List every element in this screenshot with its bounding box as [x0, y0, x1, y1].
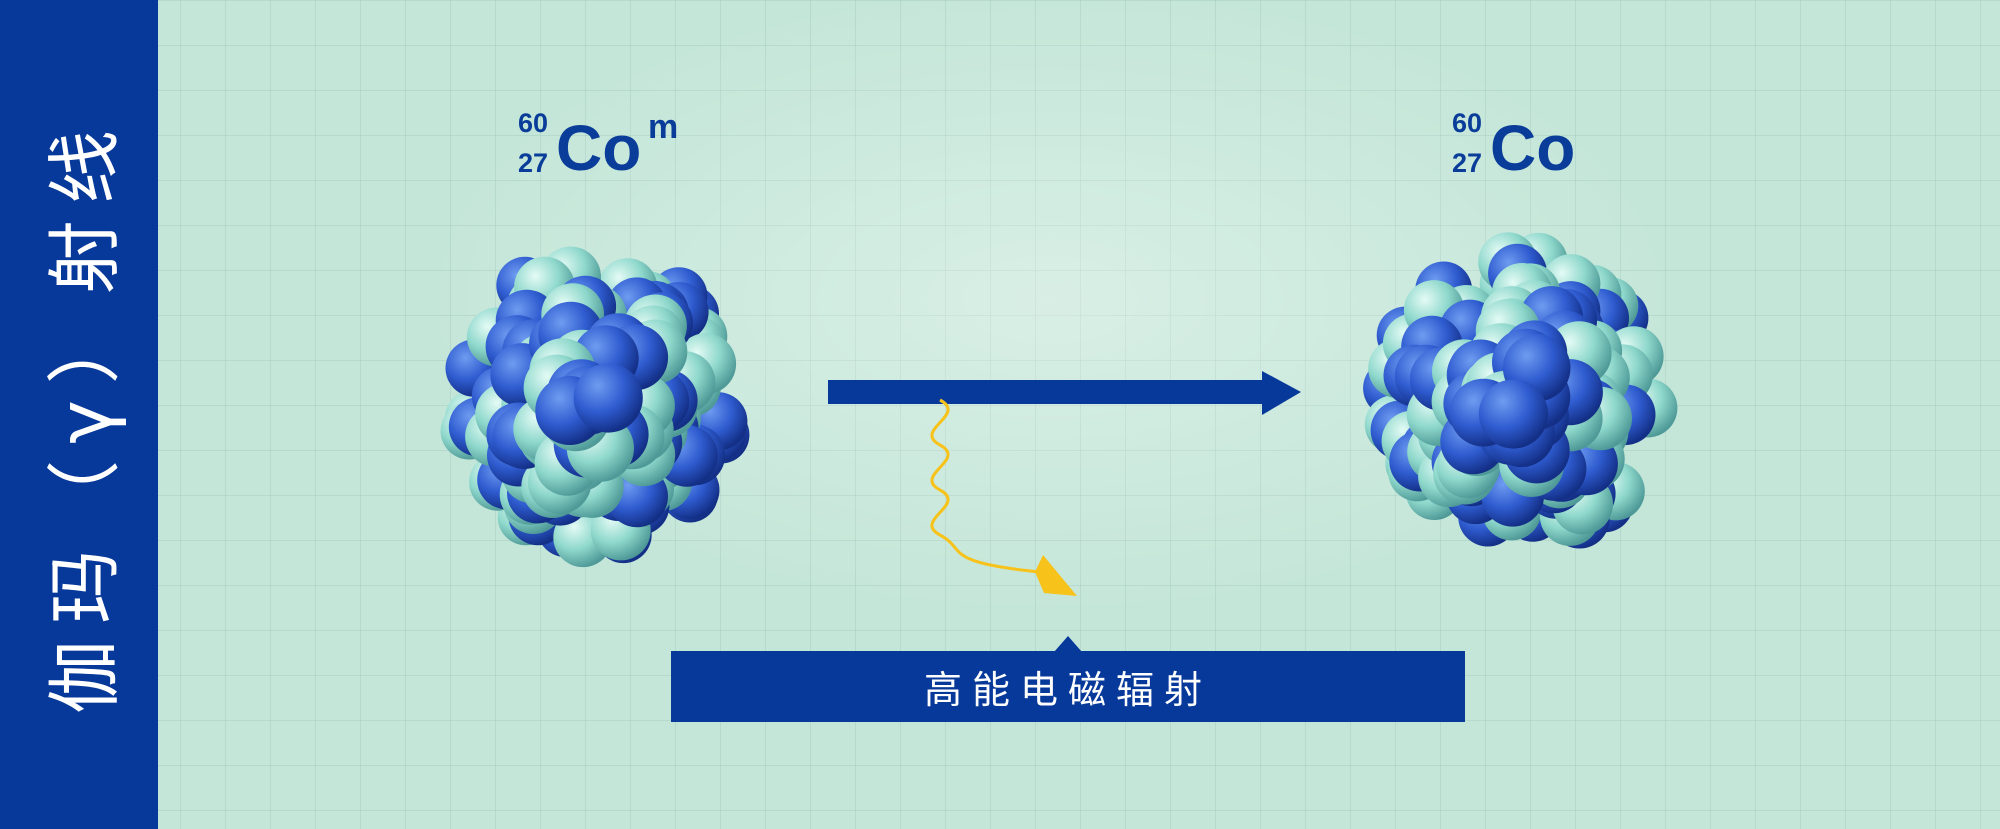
daughter-isotope-label: 60 27 Co	[1452, 110, 1612, 190]
parent-nucleus-icon	[440, 246, 750, 568]
radiation-label: 高能电磁辐射	[671, 651, 1465, 722]
sidebar: 伽玛（γ）射线	[0, 0, 158, 829]
daughter-atomic-number: 27	[1452, 148, 1483, 178]
label-pointer	[1054, 636, 1082, 652]
daughter-nucleus-icon	[1363, 232, 1678, 549]
daughter-element-symbol: Co	[1490, 112, 1576, 184]
daughter-mass-number: 60	[1452, 108, 1483, 138]
parent-element-symbol: Co	[556, 112, 642, 184]
parent-metastable-mark: m	[648, 108, 679, 146]
transition-arrow-icon	[828, 371, 1301, 415]
parent-isotope-label: 60 27 Co m	[518, 110, 678, 190]
nucleon-sphere	[573, 363, 643, 433]
nucleon-sphere	[1478, 379, 1548, 449]
gamma-wave-icon	[930, 398, 1077, 596]
parent-mass-number: 60	[518, 108, 549, 138]
parent-atomic-number: 27	[518, 148, 549, 178]
